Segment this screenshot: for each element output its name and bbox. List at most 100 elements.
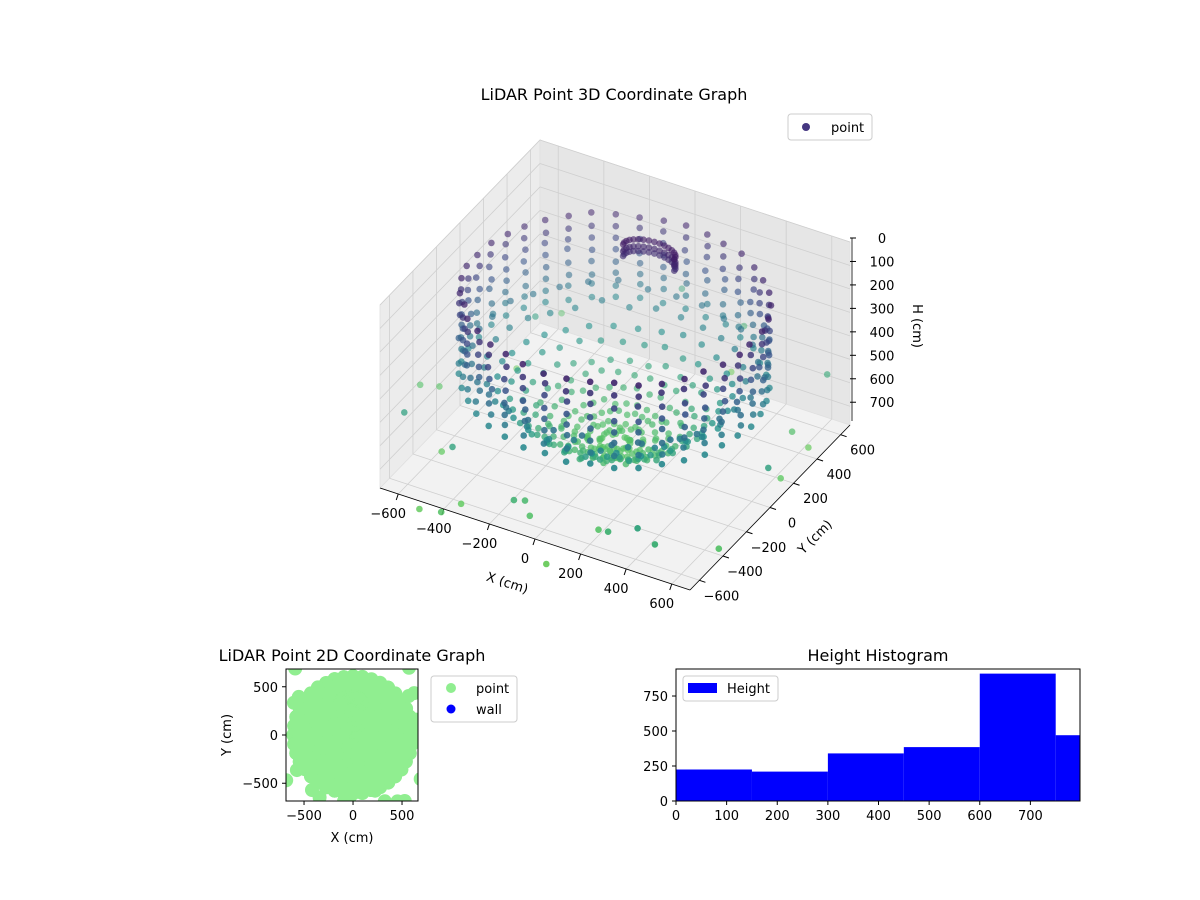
- data-point-3d: [709, 419, 716, 427]
- x-tick-label-hist: 300: [815, 809, 840, 824]
- data-point-3d: [701, 439, 708, 447]
- data-point-3d: [680, 457, 688, 464]
- grid-line: [379, 163, 541, 329]
- histogram-axes: 0 100 200 300 400 500 600 700 0 250 500 750: [643, 690, 1043, 824]
- data-point-3d: [473, 309, 481, 317]
- data-point-3d: [578, 416, 585, 423]
- data-point-3d: [680, 385, 688, 393]
- data-point-3d: [698, 433, 706, 441]
- data-point-3d: [610, 439, 618, 447]
- data-point-3d: [651, 444, 659, 452]
- data-point-3d: [546, 412, 554, 420]
- data-point-3d: [463, 362, 471, 369]
- data-point-3d: [615, 276, 622, 284]
- data-point-3d: [658, 415, 666, 422]
- data-point-3d: [736, 351, 743, 359]
- data-point-3d: [635, 247, 642, 255]
- x-tick-label-3d: 200: [558, 567, 583, 582]
- data-point-3d: [647, 451, 654, 459]
- y-tick-label-2d: 500: [253, 681, 278, 696]
- data-point-3d: [488, 239, 495, 247]
- data-point-3d: [588, 209, 595, 216]
- data-point-3d: [473, 320, 481, 327]
- data-point-3d: [686, 430, 693, 438]
- data-point-3d: [487, 341, 494, 348]
- data-point-3d: [562, 388, 570, 395]
- x-tick-3d: [532, 538, 536, 546]
- data-point-3d: [587, 449, 594, 456]
- data-point-3d: [570, 360, 577, 367]
- data-point-3d: [456, 289, 464, 297]
- data-point-3d: [737, 334, 744, 341]
- data-point-3d: [578, 432, 586, 439]
- x-tick-label-hist: 600: [967, 809, 992, 824]
- data-point-3d: [759, 353, 767, 361]
- grid-line: [539, 139, 851, 243]
- data-point-3d: [678, 285, 686, 293]
- data-point-3d: [459, 373, 467, 381]
- data-point-3d: [635, 429, 642, 436]
- data-point-3d: [612, 282, 620, 290]
- data-point-3d: [788, 428, 796, 436]
- data-point-3d: [436, 383, 443, 390]
- data-point-3d: [487, 411, 495, 418]
- data-point-2d: [312, 790, 327, 801]
- data-point-3d: [449, 443, 456, 451]
- data-point-3d: [541, 380, 549, 387]
- data-point-3d: [747, 351, 755, 359]
- data-point-3d: [651, 238, 658, 246]
- chart-2d: LiDAR Point 2D Coordinate Graph −500 0 500…: [219, 646, 518, 846]
- data-point-3d: [623, 411, 631, 419]
- data-point-3d: [570, 436, 578, 444]
- data-point-3d: [765, 289, 773, 297]
- data-point-3d: [718, 442, 726, 449]
- data-point-2d: [291, 724, 306, 739]
- data-point-2d: [394, 753, 409, 768]
- x-tick-3d: [578, 553, 582, 561]
- data-point-3d: [519, 397, 527, 405]
- data-point-3d: [635, 393, 642, 401]
- x-tick-3d: [623, 568, 627, 576]
- data-point-3d: [750, 333, 757, 341]
- data-point-3d: [666, 404, 674, 412]
- x-tick-label-3d: 0: [521, 552, 529, 567]
- data-point-3d: [607, 356, 614, 364]
- legend-box: [787, 113, 873, 141]
- data-point-3d: [645, 244, 653, 251]
- z-tick-label-3d: 400: [870, 326, 895, 341]
- data-point-3d: [467, 374, 474, 382]
- data-point-2d: [288, 669, 303, 676]
- data-point-3d: [501, 421, 509, 429]
- data-point-3d: [501, 411, 509, 419]
- data-point-3d: [520, 304, 528, 312]
- data-point-3d: [437, 508, 445, 516]
- y-tick-3d: [699, 579, 706, 583]
- data-point-2d: [344, 674, 359, 688]
- data-point-3d: [701, 451, 709, 459]
- data-point-3d: [610, 379, 618, 387]
- data-point-2d: [402, 669, 416, 675]
- data-point-3d: [514, 367, 521, 374]
- y-tick-3d: [793, 482, 800, 486]
- data-point-3d: [595, 526, 602, 533]
- data-point-3d: [556, 441, 564, 448]
- data-point-2d: [400, 731, 415, 746]
- y-tick-label-hist: 0: [660, 795, 668, 810]
- legend-swatch-height: [688, 683, 717, 693]
- histogram-bar: [827, 753, 904, 801]
- data-point-3d: [683, 280, 690, 287]
- data-point-3d: [651, 245, 658, 253]
- data-point-3d: [542, 251, 549, 259]
- data-point-3d: [693, 430, 701, 438]
- grid-line: [539, 303, 851, 407]
- data-point-3d: [488, 385, 496, 393]
- data-point-3d: [702, 382, 709, 390]
- data-point-3d: [680, 444, 687, 451]
- data-point-3d: [759, 400, 767, 408]
- data-point-3d: [438, 448, 446, 455]
- data-point-3d: [700, 426, 707, 434]
- data-point-3d: [626, 357, 634, 365]
- data-point-3d: [713, 386, 721, 393]
- data-point-3d: [522, 406, 529, 413]
